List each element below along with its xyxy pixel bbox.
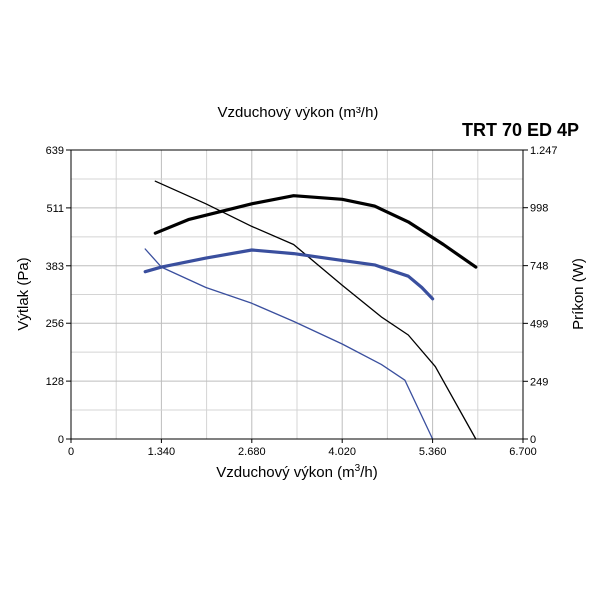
y2-ticks: 0 249 499 748 998 1.247 xyxy=(523,145,558,446)
y-tick-label: 383 xyxy=(46,261,64,273)
top-label-cropped: Vzduchový výkon (m³/h) xyxy=(218,104,379,121)
y-tick-label: 0 xyxy=(58,434,64,446)
y-tick-label: 256 xyxy=(46,318,64,330)
plot-frame xyxy=(70,149,524,440)
y2-tick-label: 1.247 xyxy=(530,145,558,157)
y2-tick-label: 249 xyxy=(530,376,548,388)
chart-title: TRT 70 ED 4P xyxy=(462,120,579,140)
series-line-1 xyxy=(153,194,478,269)
y-tick-label: 639 xyxy=(46,145,64,157)
crop-mask xyxy=(0,0,600,107)
y2-tick-label: 998 xyxy=(530,203,548,215)
y-tick-label: 128 xyxy=(46,376,64,388)
series-line-4 xyxy=(144,248,434,440)
x-tick-label: 4.020 xyxy=(328,446,356,458)
y2-tick-label: 0 xyxy=(530,434,536,446)
y2-tick-label: 499 xyxy=(530,318,548,330)
y2-axis-title: Príkon (W) xyxy=(570,258,587,330)
y-axis-title: Výtlak (Pa) xyxy=(15,257,32,330)
x-tick-label: 1.340 xyxy=(148,446,176,458)
series-line-2 xyxy=(154,180,477,440)
x-tick-label: 0 xyxy=(68,446,74,458)
y2-tick-label: 748 xyxy=(530,261,548,273)
x-tick-label: 5.360 xyxy=(419,446,447,458)
x-tick-label: 2.680 xyxy=(238,446,266,458)
x-tick-label: 6.700 xyxy=(509,446,537,458)
y-tick-label: 511 xyxy=(46,203,64,215)
series-line-3 xyxy=(143,248,435,301)
x-axis-title: Vzduchový výkon (m3/h) xyxy=(216,463,377,481)
series-group xyxy=(143,180,478,440)
x-ticks: 0 1.340 2.680 4.020 5.360 6.700 xyxy=(68,439,537,458)
grid xyxy=(71,150,523,439)
y-ticks: 0 128 256 383 511 639 xyxy=(46,145,71,446)
